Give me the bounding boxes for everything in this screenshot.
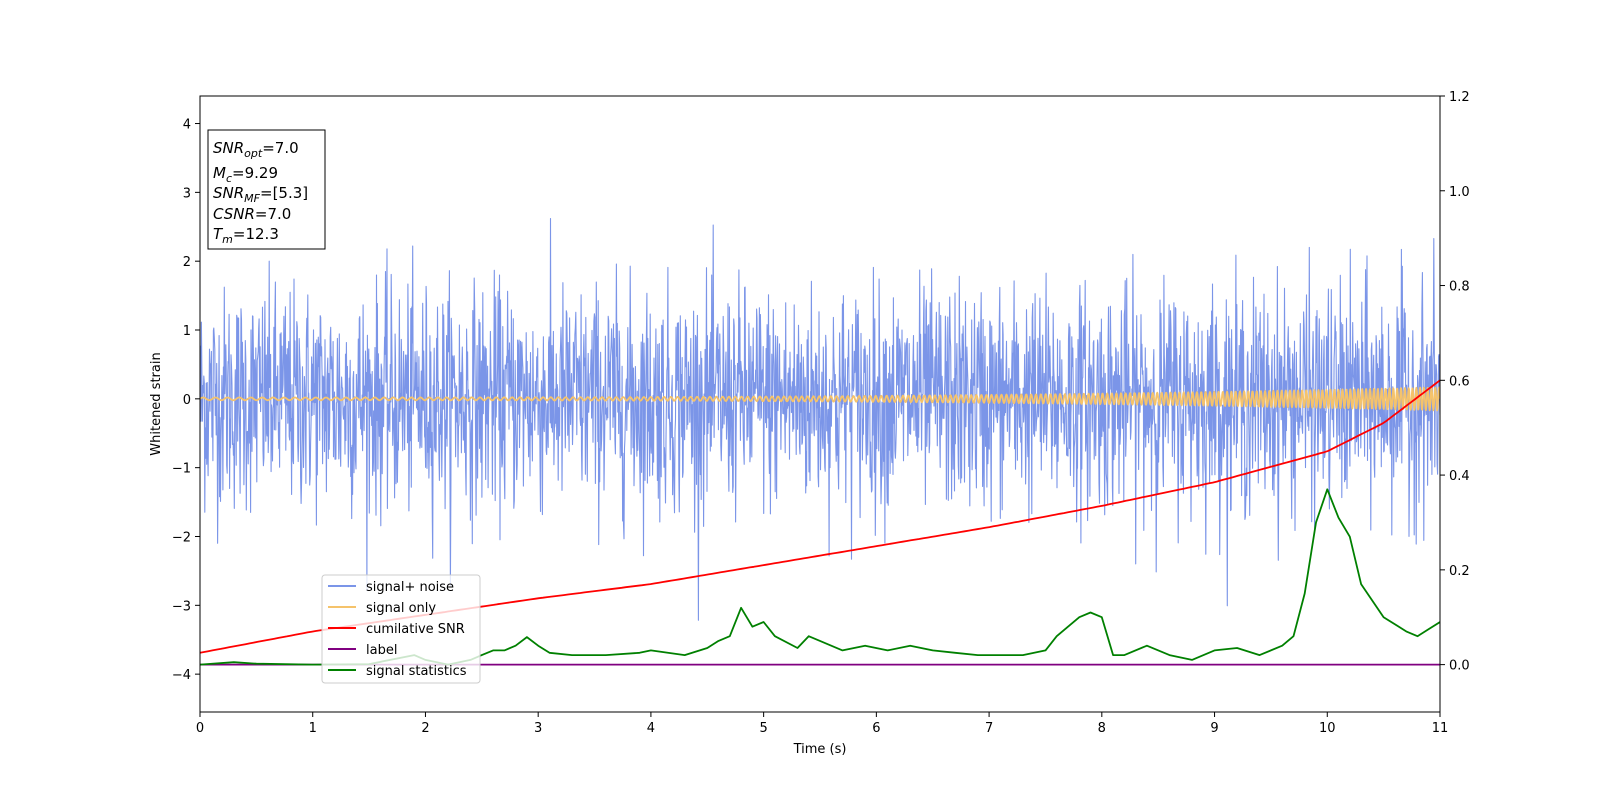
legend-label: cumilative SNR: [366, 622, 465, 637]
x-tick-label: 11: [1432, 721, 1449, 736]
y-tick-label: −3: [172, 599, 191, 614]
legend: signal+ noise signal only cumilative SNR la…: [321, 574, 481, 684]
y2-tick-label: 0.8: [1449, 280, 1470, 295]
x-tick-label: 0: [196, 721, 204, 736]
y2-tick-label: 0.2: [1449, 564, 1470, 579]
y2-tick-label: 0.0: [1449, 659, 1470, 674]
annotation-line: CSNR=7.0: [213, 205, 291, 223]
x-tick-label: 7: [985, 721, 993, 736]
axes-frame: [199, 95, 1441, 713]
x-tick-label: 10: [1319, 721, 1336, 736]
x-tick-label: 3: [534, 721, 542, 736]
x-tick-label: 2: [421, 721, 429, 736]
annotation-line: Mc=9.29: [213, 164, 278, 185]
y2-tick-label: 0.4: [1449, 469, 1470, 484]
y-tick-label: −4: [172, 668, 191, 683]
axis-ticks: 0 1 2 3 4 5 6 7 8 9 10 11 −4 −3 −2 −1 0 1 2 3 4 0.0 0.2 0.4 0.6 0…: [172, 90, 1470, 736]
annotation-line: SNRMF=[5.3]: [213, 184, 308, 205]
y-tick-label: 3: [183, 186, 191, 201]
y-tick-label: −2: [172, 530, 191, 545]
x-tick-label: 6: [872, 721, 880, 736]
legend-label: signal statistics: [366, 664, 467, 679]
y2-tick-label: 0.6: [1449, 374, 1470, 389]
y-tick-label: 4: [183, 118, 191, 133]
x-tick-label: 4: [647, 721, 655, 736]
series-line-signal-noise: [200, 217, 1440, 621]
legend-label: label: [366, 643, 397, 658]
annotation-line: Tm=12.3: [213, 225, 279, 246]
y2-tick-label: 1.2: [1449, 90, 1470, 105]
series-line-signal-only: [200, 386, 1440, 412]
y-tick-label: 2: [183, 255, 191, 270]
y-tick-label: −1: [172, 462, 191, 477]
legend-box: [321, 574, 481, 684]
x-axis-label: Time (s): [793, 742, 847, 757]
legend-label: signal+ noise: [366, 580, 454, 595]
legend-label: signal only: [366, 601, 436, 616]
y2-tick-label: 1.0: [1449, 185, 1470, 200]
annotation-box: [207, 129, 326, 250]
x-tick-label: 1: [309, 721, 317, 736]
x-tick-label: 8: [1098, 721, 1106, 736]
y-axis-label: Whitened strain: [149, 352, 164, 455]
x-tick-label: 5: [759, 721, 767, 736]
x-tick-label: 9: [1210, 721, 1218, 736]
y-tick-label: 1: [183, 324, 191, 339]
y-tick-label: 0: [183, 393, 191, 408]
series-line-signal-statistics: [200, 488, 1440, 666]
annotation-line: SNRopt=7.0: [213, 139, 299, 160]
